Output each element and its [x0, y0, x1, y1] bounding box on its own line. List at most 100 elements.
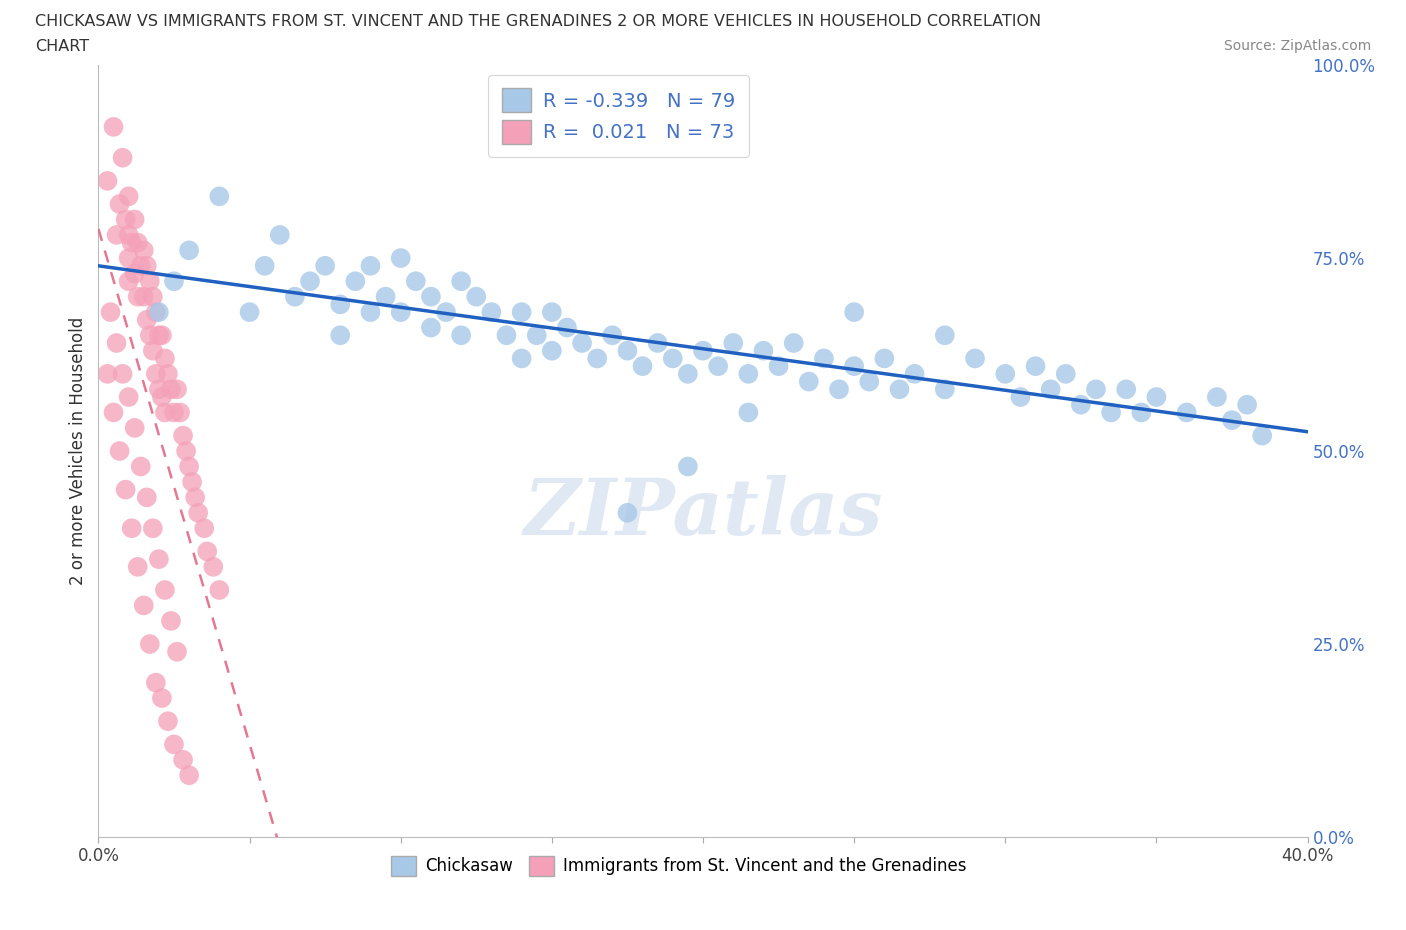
Point [360, 305, 382, 320]
Point [156, 366, 179, 381]
Point [676, 366, 699, 381]
Point [145, 675, 167, 690]
Point [174, 444, 197, 458]
Legend: Chickasaw, Immigrants from St. Vincent and the Grenadines: Chickasaw, Immigrants from St. Vincent a… [385, 849, 973, 883]
Point [434, 305, 457, 320]
Point [1206, 390, 1229, 405]
Point [96, 366, 118, 381]
Point [179, 768, 201, 783]
Point [1251, 428, 1274, 443]
Point [813, 351, 835, 365]
Point [127, 235, 149, 250]
Point [160, 614, 183, 629]
Point [150, 328, 173, 343]
Point [163, 737, 186, 751]
Point [118, 189, 141, 204]
Point [129, 459, 152, 474]
Point [163, 273, 186, 288]
Point [1236, 397, 1258, 412]
Point [540, 343, 562, 358]
Point [723, 336, 745, 351]
Point [105, 228, 128, 243]
Point [828, 382, 851, 397]
Point [450, 328, 472, 343]
Point [631, 359, 654, 374]
Point [858, 374, 880, 389]
Point [676, 459, 699, 474]
Text: ZIPatlas: ZIPatlas [523, 474, 883, 551]
Point [195, 544, 218, 559]
Point [172, 752, 194, 767]
Point [118, 228, 141, 243]
Point [737, 405, 759, 420]
Point [118, 390, 141, 405]
Point [797, 374, 820, 389]
Point [707, 359, 730, 374]
Point [1070, 397, 1092, 412]
Point [145, 305, 167, 320]
Point [344, 273, 367, 288]
Point [187, 505, 209, 520]
Point [124, 266, 146, 281]
Point [129, 259, 152, 273]
Point [555, 320, 578, 335]
Point [148, 305, 170, 320]
Point [96, 173, 118, 188]
Point [184, 490, 207, 505]
Y-axis label: 2 or more Vehicles in Household: 2 or more Vehicles in Household [69, 317, 87, 585]
Point [166, 382, 188, 397]
Point [153, 405, 176, 420]
Point [768, 359, 790, 374]
Point [160, 382, 183, 397]
Point [193, 521, 215, 536]
Point [1024, 359, 1046, 374]
Point [127, 559, 149, 574]
Text: CHICKASAW VS IMMIGRANTS FROM ST. VINCENT AND THE GRENADINES 2 OR MORE VEHICLES I: CHICKASAW VS IMMIGRANTS FROM ST. VINCENT… [35, 14, 1042, 29]
Point [142, 343, 165, 358]
Point [153, 351, 176, 365]
Point [1144, 390, 1167, 405]
Point [783, 336, 806, 351]
Point [114, 482, 136, 497]
Point [526, 328, 548, 343]
Point [1010, 390, 1032, 405]
Point [616, 505, 638, 520]
Point [844, 359, 866, 374]
Point [202, 559, 225, 574]
Point [616, 343, 638, 358]
Point [145, 366, 167, 381]
Point [1099, 405, 1122, 420]
Point [153, 582, 176, 597]
Point [132, 598, 155, 613]
Point [299, 273, 322, 288]
Point [420, 320, 443, 335]
Point [142, 289, 165, 304]
Point [132, 243, 155, 258]
Point [1054, 366, 1077, 381]
Point [163, 405, 186, 420]
Point [103, 119, 125, 134]
Point [873, 351, 896, 365]
Point [752, 343, 775, 358]
Point [135, 259, 157, 273]
Point [100, 305, 122, 320]
Point [481, 305, 503, 320]
Point [1039, 382, 1062, 397]
Point [586, 351, 609, 365]
Point [139, 637, 162, 652]
Point [172, 428, 194, 443]
Point [114, 212, 136, 227]
Point [111, 151, 134, 166]
Point [1130, 405, 1153, 420]
Point [103, 405, 125, 420]
Point [169, 405, 191, 420]
Point [571, 336, 593, 351]
Point [844, 305, 866, 320]
Point [179, 459, 201, 474]
Point [647, 336, 669, 351]
Point [1085, 382, 1108, 397]
Point [150, 390, 173, 405]
Point [139, 328, 162, 343]
Point [934, 328, 956, 343]
Point [994, 366, 1017, 381]
